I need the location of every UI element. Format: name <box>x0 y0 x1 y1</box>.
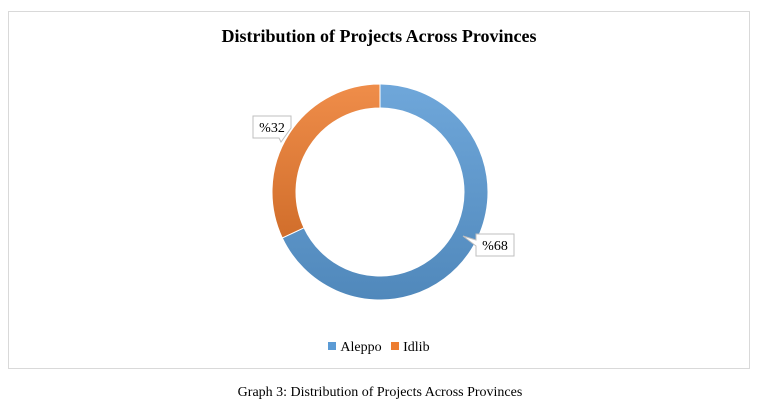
data-label-text-idlib: %32 <box>259 121 285 136</box>
chart-frame: Distribution of Projects Across Province… <box>8 11 750 369</box>
legend-label-aleppo: Aleppo <box>340 340 382 355</box>
legend-swatch-aleppo <box>328 342 337 350</box>
chart-title: Distribution of Projects Across Province… <box>221 26 537 46</box>
donut-slice-aleppo <box>281 83 489 301</box>
data-label-idlib: %32 <box>252 115 292 143</box>
donut-chart: %68 %32 <box>252 83 515 301</box>
chart-legend: Aleppo Idlib <box>9 340 749 356</box>
data-label-text-aleppo: %68 <box>482 239 508 254</box>
legend-label-idlib: Idlib <box>403 340 430 355</box>
legend-swatch-idlib <box>391 342 400 350</box>
donut-slice-idlib <box>271 83 381 239</box>
legend-item-idlib: Idlib <box>391 340 430 356</box>
legend-item-aleppo: Aleppo <box>328 340 382 356</box>
figure-caption: Graph 3: Distribution of Projects Across… <box>237 385 523 400</box>
data-label-aleppo: %68 <box>462 233 515 257</box>
